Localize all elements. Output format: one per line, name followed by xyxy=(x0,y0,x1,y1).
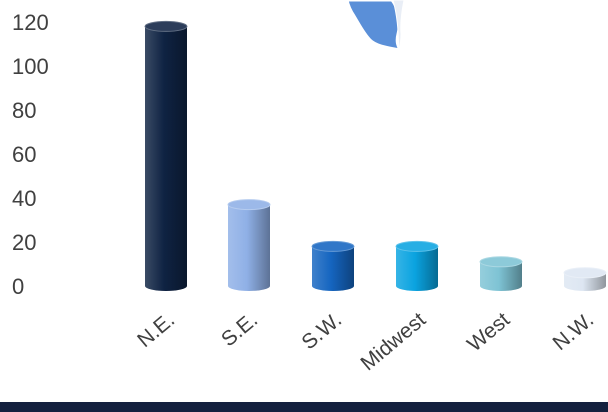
footer-band xyxy=(0,402,608,412)
y-tick-label: 20 xyxy=(12,230,36,255)
x-tick-label: Midwest xyxy=(356,308,430,375)
y-tick-label: 60 xyxy=(12,142,36,167)
x-tick-label: S.E. xyxy=(217,308,262,351)
x-tick-label: N.E. xyxy=(133,308,179,352)
x-tick-label: West xyxy=(463,308,514,356)
bar-body xyxy=(145,26,187,292)
bar xyxy=(563,267,607,291)
bar-body xyxy=(228,204,270,291)
y-axis: 0 20 40 60 80 100 120 xyxy=(12,10,49,299)
bar xyxy=(227,199,271,291)
bar xyxy=(395,240,439,291)
bar xyxy=(479,256,523,291)
bars xyxy=(144,20,607,292)
x-axis: N.E. S.E. S.W. Midwest West N.W. xyxy=(133,308,598,375)
bar-cap xyxy=(479,256,523,268)
bar-cap xyxy=(563,267,607,279)
y-tick-label: 40 xyxy=(12,186,36,211)
bar-body xyxy=(480,261,522,291)
y-tick-label: 120 xyxy=(12,10,49,35)
map-fragment-icon xyxy=(345,0,405,52)
x-tick-label: N.W. xyxy=(549,308,599,355)
y-tick-label: 0 xyxy=(12,274,24,299)
bar-cap xyxy=(227,199,271,211)
bar-body xyxy=(396,246,438,291)
bar xyxy=(144,20,188,292)
bar-cap xyxy=(144,20,188,32)
y-tick-label: 100 xyxy=(12,54,49,79)
y-tick-label: 80 xyxy=(12,98,36,123)
bar-cap xyxy=(311,240,355,252)
bar-body xyxy=(312,246,354,291)
bar-cap xyxy=(395,240,439,252)
x-tick-label: S.W. xyxy=(297,308,346,354)
bar xyxy=(311,240,355,291)
